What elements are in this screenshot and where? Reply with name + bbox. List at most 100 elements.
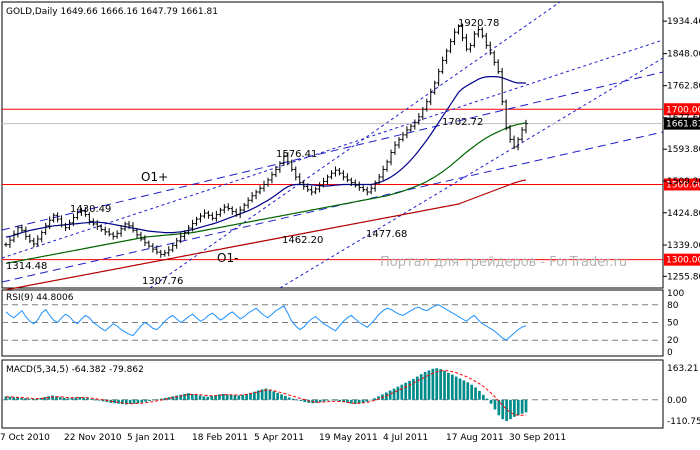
- macd-bar: [346, 399, 349, 403]
- macd-bar: [132, 399, 136, 404]
- macd-bar: [307, 399, 311, 403]
- macd-bar: [58, 397, 62, 400]
- macd-bar: [303, 399, 307, 403]
- price-annotation: 1307.76: [142, 276, 183, 287]
- macd-y-tick-label: 0.00: [667, 396, 687, 406]
- macd-bar: [31, 399, 35, 400]
- macd-bar: [93, 399, 97, 401]
- price-annotation: 1462.20: [282, 235, 323, 246]
- macd-bar: [221, 394, 225, 400]
- x-tick-label: 7 Oct 2010: [0, 433, 50, 443]
- macd-bar: [501, 399, 505, 420]
- price-annotation: 1920.78: [458, 18, 499, 29]
- macd-bar: [392, 388, 396, 400]
- macd-bar: [272, 391, 276, 400]
- trend-channel-line: [279, 57, 664, 289]
- macd-bar: [287, 397, 291, 400]
- price-annotation: 1430.49: [70, 204, 111, 215]
- x-tick-label: 5 Jan 2011: [127, 433, 175, 443]
- macd-bar: [229, 394, 233, 400]
- macd-bar: [101, 399, 105, 402]
- macd-bar: [408, 380, 411, 400]
- macd-bar: [474, 387, 477, 400]
- watermark-text: Портал для трейдеров - ForTrader.ru: [380, 255, 627, 270]
- macd-bar: [66, 398, 70, 400]
- macd-bar: [280, 394, 283, 400]
- macd-y-tick-label: -110.751: [667, 417, 700, 427]
- trend-channel-line: [1, 39, 664, 259]
- level-label-bg: [664, 253, 700, 266]
- macd-bar: [412, 378, 415, 400]
- price-y-tick-label: 1339.00: [667, 241, 700, 251]
- macd-bar: [8, 396, 12, 400]
- macd-bar: [342, 399, 345, 403]
- macd-bar: [47, 396, 51, 400]
- channel-label: O1+: [141, 170, 168, 184]
- macd-bar: [466, 382, 470, 400]
- price-y-tick-label: 1509.20: [667, 177, 700, 187]
- macd-bar: [481, 394, 485, 400]
- macd-bar: [373, 398, 377, 400]
- trend-channel-line: [149, 1, 561, 289]
- macd-y-tick-label: 163.21: [667, 364, 699, 374]
- macd-bar: [419, 374, 423, 400]
- x-tick-label: 22 Nov 2010: [64, 433, 122, 443]
- macd-bar: [155, 399, 159, 400]
- macd-bar: [144, 399, 148, 402]
- price-y-tick-label: 1934.40: [667, 17, 700, 27]
- current-price-label: 1661.81: [666, 120, 700, 130]
- macd-bar: [194, 394, 198, 400]
- macd-bar: [404, 382, 408, 400]
- macd-bar: [62, 397, 66, 400]
- macd-bar: [241, 394, 245, 400]
- rsi-line: [5, 304, 527, 341]
- macd-bar: [82, 397, 85, 400]
- macd-bar: [121, 399, 124, 405]
- macd-bar: [295, 399, 299, 401]
- macd-bar: [454, 376, 458, 400]
- macd-bar: [478, 390, 481, 400]
- macd-bar: [350, 399, 353, 404]
- rsi-y-tick-label: 20: [667, 336, 679, 346]
- macd-bar: [431, 368, 435, 400]
- x-tick-label: 17 Aug 2011: [446, 433, 504, 443]
- rsi-title: RSI(9) 44.8006: [6, 293, 74, 303]
- price-y-tick-label: 1424.80: [667, 209, 700, 219]
- macd-bar: [427, 370, 431, 400]
- x-tick-label: 5 Apr 2011: [254, 433, 304, 443]
- macd-bar: [117, 399, 120, 404]
- macd-bar: [78, 397, 82, 400]
- macd-bar: [152, 399, 155, 401]
- macd-bar: [268, 389, 272, 400]
- macd-bar: [128, 399, 132, 405]
- macd-bar: [322, 399, 326, 402]
- macd-bar: [179, 394, 182, 400]
- channel-label: O1-: [217, 251, 238, 265]
- macd-bar: [318, 399, 322, 403]
- macd-bar: [396, 386, 400, 400]
- macd-bar: [458, 378, 462, 400]
- macd-title: MACD(5,34,5) -64.382 -79.862: [6, 365, 144, 375]
- macd-bar: [470, 384, 474, 400]
- macd-bar: [505, 399, 508, 422]
- macd-bar: [20, 397, 23, 400]
- price-annotation: 1702.72: [442, 117, 483, 128]
- moving-average-line: [5, 75, 526, 238]
- price-annotation: 1314.48: [6, 261, 47, 272]
- macd-bar: [245, 394, 248, 400]
- macd-bar: [516, 399, 520, 416]
- rsi-y-tick-label: 0: [667, 348, 673, 358]
- macd-bar: [90, 399, 93, 400]
- macd-bar: [260, 389, 264, 400]
- macd-bar: [423, 371, 427, 400]
- macd-bar: [43, 397, 47, 400]
- macd-bar: [513, 399, 516, 417]
- macd-bar: [357, 399, 361, 404]
- macd-panel-frame: [1, 359, 664, 429]
- macd-bar: [202, 396, 206, 400]
- level-label-bg: [664, 103, 700, 116]
- trend-channel-line: [1, 131, 664, 283]
- macd-bar: [493, 399, 497, 410]
